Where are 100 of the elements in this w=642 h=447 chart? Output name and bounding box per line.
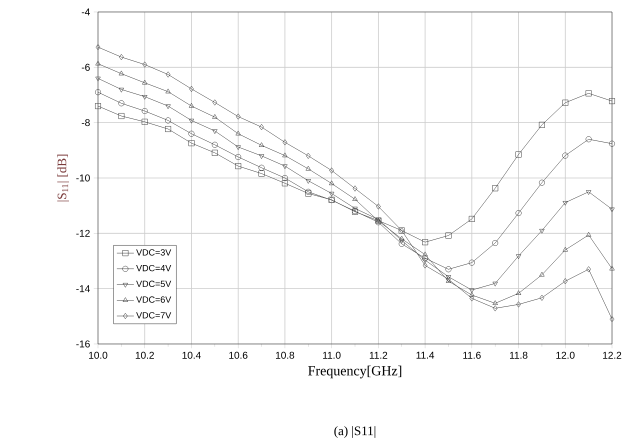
point (188, 140, 195, 146)
y-tick-label: -12 (76, 230, 90, 237)
point (94, 103, 102, 110)
point (469, 295, 474, 302)
point (586, 232, 592, 237)
point (305, 188, 312, 195)
point (235, 154, 242, 160)
y-tick-label: -16 (76, 340, 90, 348)
point (469, 288, 474, 294)
point (282, 164, 288, 170)
x-tick-label: 11.0 (323, 352, 341, 359)
point (446, 275, 452, 280)
point (236, 114, 241, 120)
x-tick-label: 12.2 (603, 352, 622, 359)
text: (a) |S11| (334, 426, 376, 438)
point (468, 216, 475, 222)
point (538, 122, 545, 128)
y-tick-label: -14 (76, 285, 90, 292)
point (562, 200, 568, 206)
point (492, 185, 498, 192)
point (562, 278, 568, 284)
point (165, 88, 171, 94)
point (236, 145, 241, 150)
point (586, 266, 591, 272)
legend-label: VDC=5V (136, 280, 172, 288)
point (95, 76, 101, 82)
point (142, 118, 148, 125)
point (118, 88, 124, 92)
point (562, 246, 568, 252)
point (445, 266, 452, 272)
point (118, 112, 124, 120)
point (258, 154, 264, 159)
point (259, 124, 264, 130)
point (189, 86, 194, 92)
point (516, 301, 521, 308)
x-tick-label: 11.6 (463, 352, 481, 359)
point (306, 152, 311, 159)
point (95, 60, 101, 66)
point (468, 260, 475, 266)
point (235, 163, 242, 170)
point (446, 278, 452, 283)
x-tick-label: 10.6 (229, 352, 248, 359)
point (258, 142, 264, 147)
point (352, 185, 358, 192)
point (562, 100, 568, 106)
point (446, 276, 451, 282)
point (212, 129, 218, 134)
legend-label: VDC=3V (136, 249, 172, 256)
point (609, 208, 615, 212)
point (562, 152, 568, 159)
point (608, 140, 616, 147)
point (188, 130, 195, 137)
point (282, 139, 288, 146)
point (258, 170, 265, 177)
point (118, 100, 124, 106)
point (586, 136, 592, 142)
x-tick-label: 10.8 (276, 352, 294, 359)
point (586, 190, 592, 195)
point (399, 236, 404, 240)
point (258, 164, 265, 171)
point (516, 151, 522, 158)
y-tick-label: -6 (82, 64, 90, 71)
point (212, 142, 218, 148)
point (305, 190, 312, 197)
point (516, 254, 522, 260)
point (142, 62, 148, 68)
point (586, 90, 592, 96)
point (422, 239, 428, 246)
point (94, 89, 102, 96)
point (328, 192, 334, 197)
x-tick-label: 11.2 (370, 352, 388, 359)
point (422, 262, 428, 268)
point (445, 232, 452, 239)
point (376, 203, 381, 210)
point (306, 166, 311, 170)
y-tick-label: -8 (82, 119, 90, 126)
point (212, 114, 218, 119)
point (236, 130, 241, 136)
point (539, 272, 545, 276)
point (399, 238, 404, 244)
point (165, 126, 172, 132)
x-axis-title: Frequency[GHz] (308, 366, 402, 378)
point (188, 103, 194, 108)
point (282, 174, 288, 182)
point (142, 80, 148, 84)
point (492, 305, 498, 312)
x-tick-label: 10.0 (89, 352, 108, 359)
point (352, 196, 358, 201)
x-tick-label: 11.8 (510, 352, 528, 359)
y-axis-title: |S$_{11}$| [dB] (57, 154, 69, 202)
point (118, 70, 124, 76)
point (539, 228, 545, 234)
point (398, 240, 405, 247)
x-tick-label: 10.4 (182, 352, 201, 359)
x-tick-label: 12.0 (556, 352, 575, 359)
point (352, 206, 358, 212)
point (142, 95, 148, 100)
point (610, 316, 614, 322)
point (608, 98, 616, 104)
point (165, 104, 171, 110)
